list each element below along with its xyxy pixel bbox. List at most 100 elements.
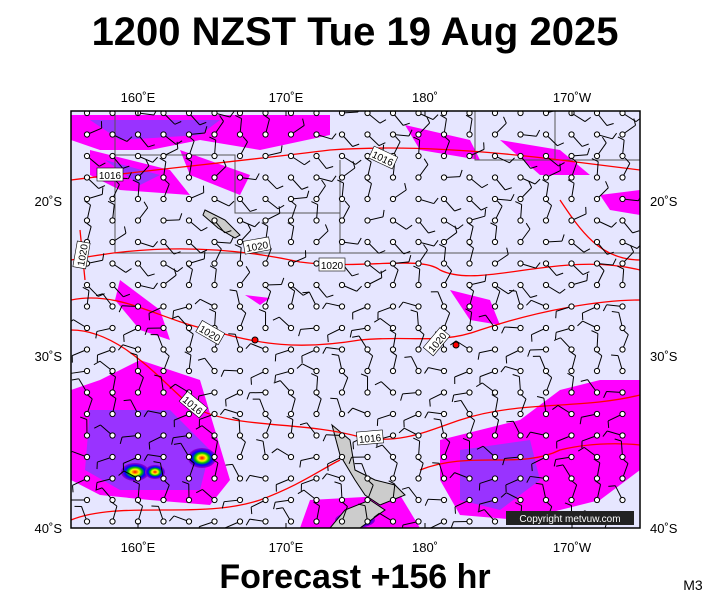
- barb-station: [619, 496, 626, 504]
- barb-station: [619, 281, 626, 289]
- barb-station: [211, 111, 218, 117]
- barb-station: [389, 432, 397, 439]
- barb-flag: [527, 349, 531, 357]
- barb-station: [415, 195, 422, 203]
- barb-station: [466, 238, 473, 246]
- barb-station: [619, 260, 626, 267]
- lon-label: 170˚E: [269, 90, 304, 105]
- barb-station: [338, 217, 346, 224]
- barb-station: [262, 303, 269, 310]
- barb-flag: [322, 94, 326, 100]
- barb-station: [211, 174, 218, 181]
- lat-label: 20˚S: [35, 194, 63, 209]
- barb-station: [389, 195, 397, 203]
- barb-station: [109, 475, 116, 482]
- barb-station: [466, 281, 473, 289]
- barb-flag: [274, 375, 277, 383]
- barb-station: [160, 346, 167, 353]
- barb-station: [364, 518, 371, 525]
- barb-flag: [433, 418, 441, 421]
- barb-station: [542, 496, 550, 504]
- barb-station: [313, 346, 320, 353]
- barb-flag: [478, 504, 481, 512]
- barb-flag: [467, 286, 474, 292]
- barb-flag: [222, 159, 227, 167]
- barb-station: [517, 238, 524, 246]
- barb-station: [619, 174, 626, 181]
- barb-flag: [444, 436, 451, 443]
- barb-flag: [534, 178, 541, 185]
- barb-flag: [247, 223, 252, 231]
- barb-flag: [272, 316, 280, 321]
- barb-flag: [287, 222, 294, 227]
- barb-flag: [477, 352, 480, 360]
- barb-station: [262, 131, 269, 138]
- barb-station: [185, 324, 193, 332]
- barb-flag: [505, 356, 508, 364]
- barb-flag: [117, 344, 124, 351]
- barb-flag: [382, 209, 385, 217]
- barb-flag: [200, 249, 208, 254]
- barb-flag: [392, 264, 399, 271]
- lat-label: 40˚S: [650, 521, 678, 536]
- barb-flag: [144, 328, 148, 336]
- barb-station: [517, 217, 524, 224]
- barb-station: [134, 346, 142, 353]
- barb-flag: [424, 367, 429, 374]
- barb-flag: [586, 273, 589, 281]
- barb-flag: [360, 373, 368, 377]
- barb-flag: [413, 136, 420, 141]
- barb-flag: [367, 479, 374, 486]
- barb-flag: [101, 187, 104, 195]
- barb-flag: [552, 405, 559, 410]
- barb-station: [83, 303, 91, 310]
- barb-station: [185, 410, 193, 418]
- barb-station: [415, 475, 422, 482]
- barb-flag: [171, 315, 179, 320]
- barb-station: [542, 432, 550, 439]
- barb-station: [185, 217, 193, 224]
- barb-flag: [470, 93, 475, 98]
- isobar-label-text: 1020: [321, 261, 344, 272]
- barb-station: [542, 453, 550, 461]
- barb-flag: [71, 319, 74, 323]
- barb-flag: [515, 201, 522, 205]
- barb-flag: [95, 293, 103, 297]
- barb-flag: [172, 310, 175, 318]
- barb-flag: [187, 329, 194, 335]
- barb-flag: [602, 304, 608, 312]
- barb-station: [262, 453, 269, 461]
- barb-station: [287, 174, 295, 181]
- barb-station: [287, 217, 295, 224]
- barb-flag: [391, 458, 398, 464]
- isobar-label: 1020: [72, 240, 91, 270]
- barb-flag: [199, 121, 207, 126]
- barb-station: [313, 453, 320, 461]
- barb-station: [83, 152, 91, 160]
- barb-station: [287, 432, 295, 439]
- barb-flag: [457, 224, 464, 230]
- barb-station: [491, 131, 499, 138]
- barb-station: [313, 324, 320, 332]
- barb-flag: [423, 244, 428, 251]
- barb-flag: [388, 480, 396, 485]
- barb-station: [415, 238, 422, 246]
- barb-station: [364, 496, 371, 504]
- barb-station: [466, 260, 473, 267]
- barb-station: [236, 432, 244, 439]
- barb-flag: [188, 135, 195, 142]
- barb-station: [338, 152, 346, 160]
- barb-station: [287, 111, 295, 117]
- barb-flag: [86, 393, 93, 400]
- barb-station: [134, 260, 142, 267]
- lon-label: 170˚W: [553, 90, 592, 105]
- barb-flag: [153, 111, 157, 116]
- barb-flag: [352, 161, 356, 169]
- barb-station: [160, 453, 167, 461]
- barb-station: [185, 475, 193, 482]
- barb-station: [211, 496, 218, 504]
- barb-station: [313, 131, 320, 138]
- barb-flag: [389, 329, 397, 335]
- barb-station: [338, 432, 346, 439]
- barb-station: [568, 152, 575, 160]
